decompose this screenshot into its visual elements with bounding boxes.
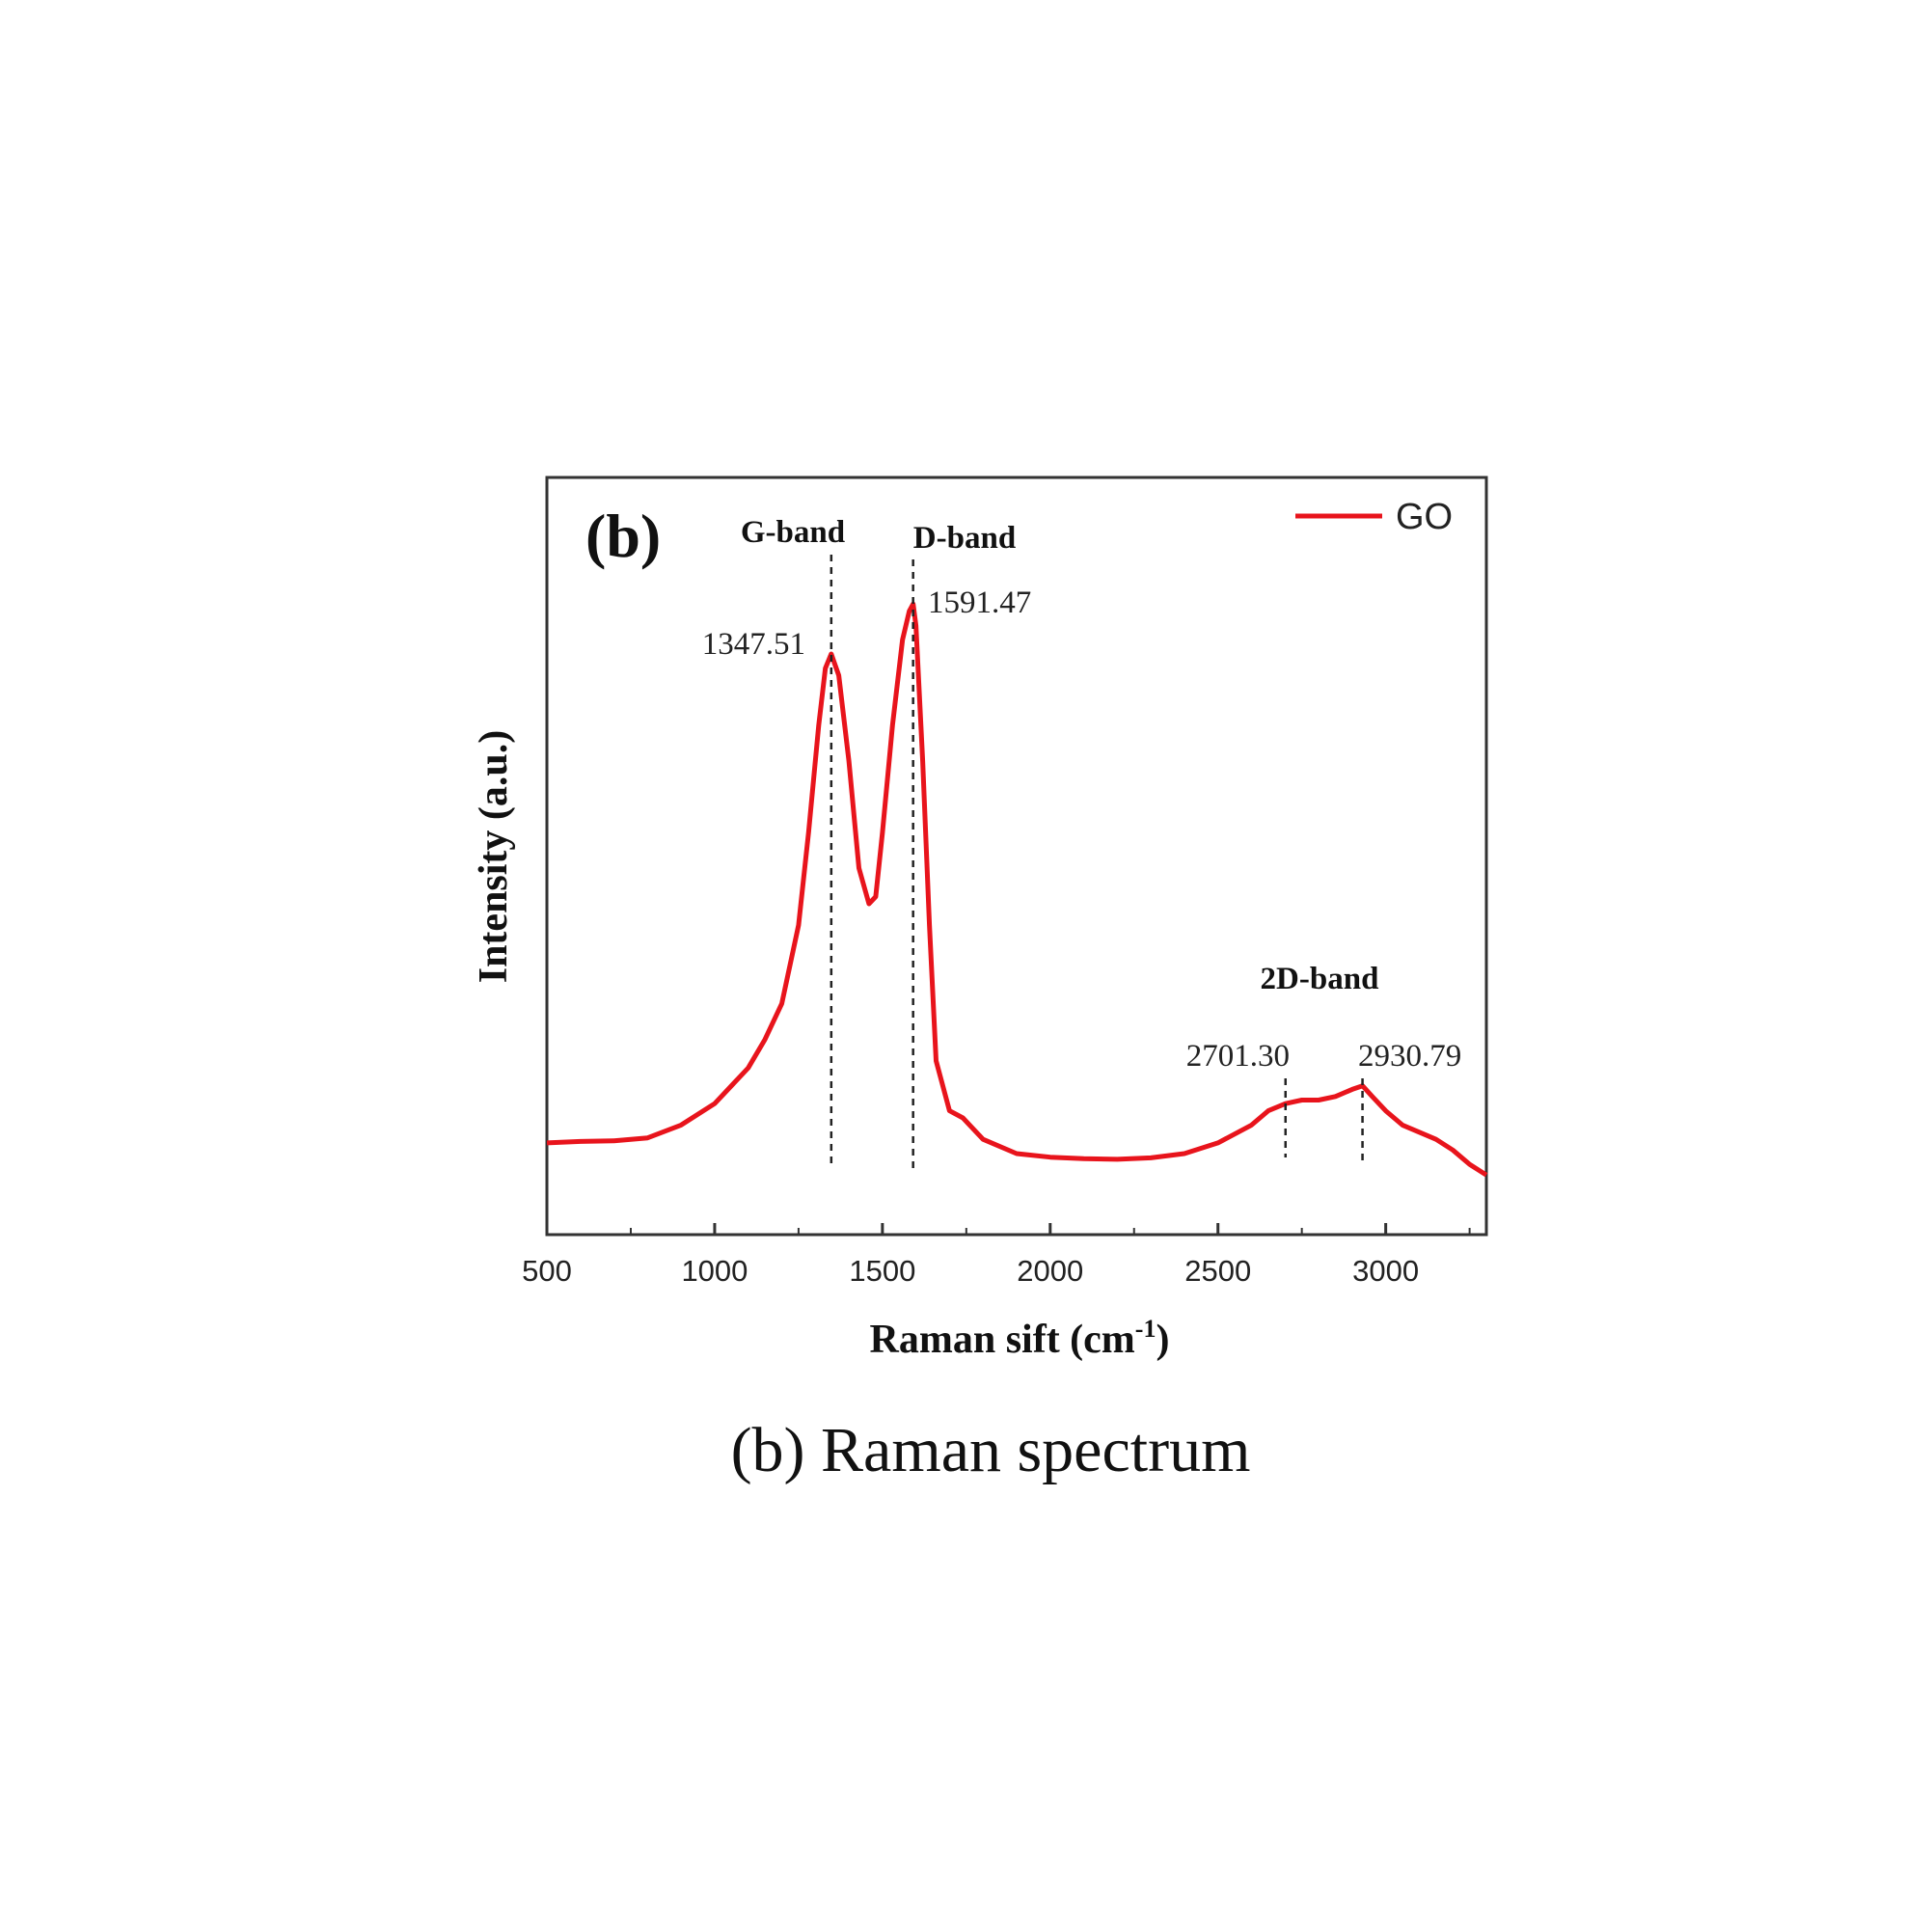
y-axis-title: Intensity (a.u.) (472, 730, 516, 984)
peak-label-2930: 2930.79 (1358, 1039, 1461, 1074)
peak-guides (830, 555, 1364, 1169)
legend: GO (1295, 497, 1453, 537)
figure-caption: (b) Raman spectrum (731, 1415, 1251, 1485)
band-label-2d: 2D-band (1261, 962, 1379, 996)
peak-label-2701: 2701.30 (1186, 1039, 1290, 1074)
x-tick-label-1500: 1500 (849, 1254, 915, 1288)
x-tick-label-500: 500 (522, 1254, 572, 1288)
peak-label-1591: 1591.47 (928, 585, 1031, 620)
x-axis-ticks: 500 1000 1500 2000 2500 3000 (522, 1223, 1471, 1288)
peak-label-1347: 1347.51 (702, 627, 805, 662)
x-tick-label-3000: 3000 (1352, 1254, 1419, 1288)
legend-label-go: GO (1396, 497, 1453, 537)
panel-label: (b) (585, 502, 661, 570)
plot-frame (545, 476, 1488, 1237)
x-axis-title-close: ) (1156, 1318, 1169, 1362)
series-line-go (546, 601, 1488, 1178)
x-tick-label-2500: 2500 (1184, 1254, 1251, 1288)
x-tick-label-2000: 2000 (1017, 1254, 1083, 1288)
band-label-d: D-band (913, 521, 1016, 556)
x-axis-title: Raman sift (cm-1) (870, 1315, 1170, 1362)
band-label-g: G-band (741, 515, 845, 550)
x-axis-title-superscript: -1 (1135, 1315, 1156, 1343)
x-tick-label-1000: 1000 (681, 1254, 748, 1288)
x-axis-title-main: Raman sift (cm (870, 1318, 1135, 1362)
